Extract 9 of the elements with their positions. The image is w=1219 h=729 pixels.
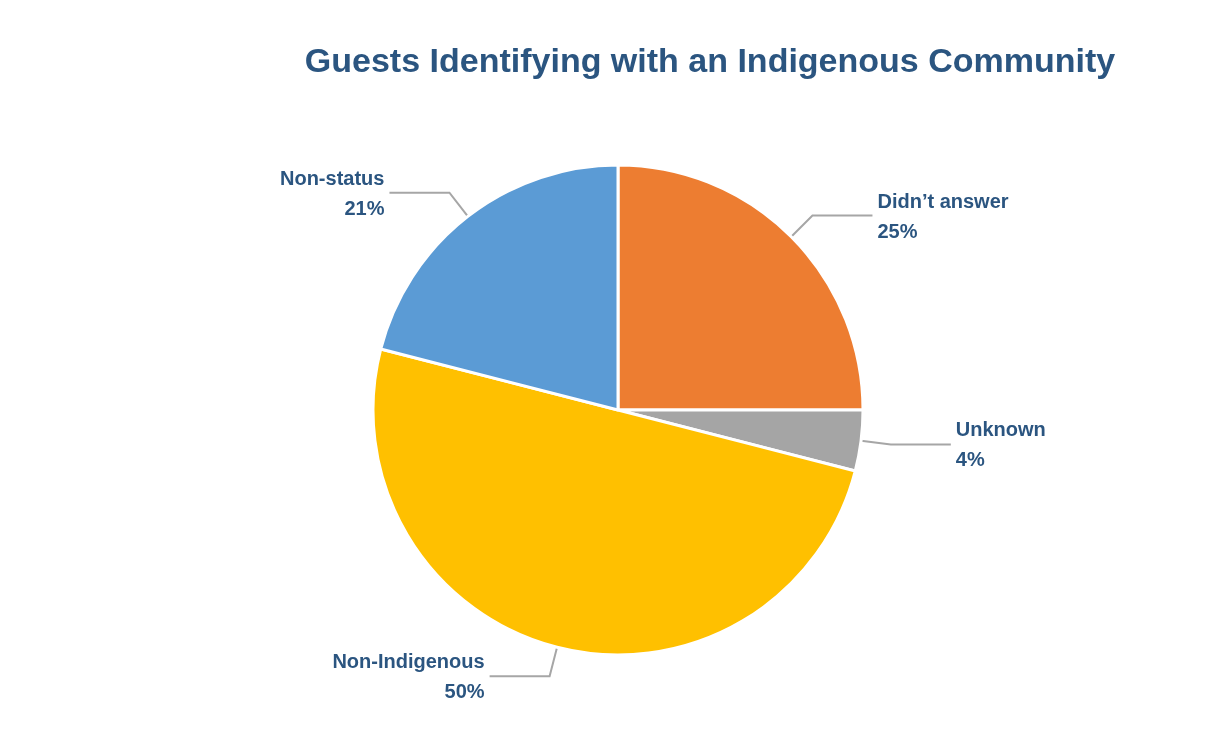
data-label: 25%	[877, 219, 918, 242]
slice-label: Didn’t answer	[877, 189, 1009, 212]
slice-label: Non-Indigenous	[332, 650, 485, 673]
data-label: 21%	[344, 196, 385, 219]
chart-title: Guests Identifying with an Indigenous Community	[304, 41, 1116, 79]
slice-label: Non-status	[280, 166, 385, 189]
data-label: 4%	[955, 448, 985, 471]
slice-label: Unknown	[955, 418, 1046, 441]
data-label: 50%	[444, 680, 485, 703]
